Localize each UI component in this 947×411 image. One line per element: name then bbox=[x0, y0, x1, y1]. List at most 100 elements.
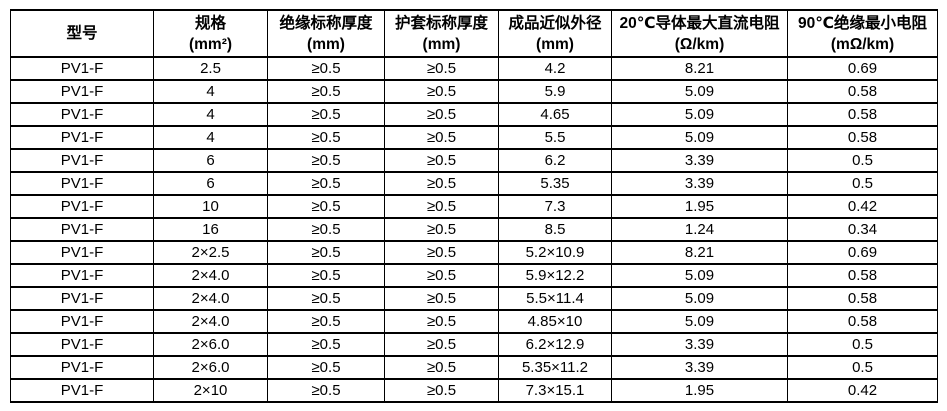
table-cell: ≥0.5 bbox=[384, 240, 499, 265]
table-cell: 16 bbox=[153, 217, 268, 242]
table-cell: ≥0.5 bbox=[384, 148, 499, 173]
table-cell: 5.35×11.2 bbox=[498, 355, 612, 380]
column-header-label: 规格 bbox=[194, 14, 226, 32]
table-row: PV1-F 2×6.0 ≥0.5 ≥0.5 5.35×11.2 3.39 0.5 bbox=[10, 355, 938, 380]
table-row: PV1-F 6 ≥0.5 ≥0.5 6.2 3.39 0.5 bbox=[10, 148, 938, 173]
table-cell: ≥0.5 bbox=[384, 79, 499, 104]
table-cell: 2×6.0 bbox=[153, 332, 268, 357]
table-cell: 7.3 bbox=[498, 194, 612, 219]
table-cell: ≥0.5 bbox=[267, 263, 385, 288]
table-cell: 4 bbox=[153, 125, 268, 150]
table-cell: ≥0.5 bbox=[384, 171, 499, 196]
table-cell: 4.65 bbox=[498, 102, 612, 127]
column-header-label: 成品近似外径 bbox=[508, 14, 602, 32]
table-row: PV1-F 6 ≥0.5 ≥0.5 5.35 3.39 0.5 bbox=[10, 171, 938, 196]
table-cell: ≥0.5 bbox=[384, 309, 499, 334]
column-header-sheath-thickness: 护套标称厚度 (mm) bbox=[384, 9, 499, 58]
table-cell: 3.39 bbox=[611, 332, 788, 357]
table-cell: 10 bbox=[153, 194, 268, 219]
column-header-unit: (mm) bbox=[422, 35, 461, 53]
column-header-dc-resistance: 20℃导体最大直流电阻 (Ω/km) bbox=[611, 9, 788, 58]
table-cell: 0.5 bbox=[787, 171, 938, 196]
table-cell: 5.9 bbox=[498, 79, 612, 104]
column-header-insulation-resistance: 90℃绝缘最小电阻 (mΩ/km) bbox=[787, 9, 938, 58]
table-cell: 8.21 bbox=[611, 56, 788, 81]
table-cell: ≥0.5 bbox=[267, 355, 385, 380]
table-cell: 0.34 bbox=[787, 217, 938, 242]
header-row: 型号 规格 (mm²) 绝缘标称厚度 (mm) 护套标称厚度 (mm) 成品近似… bbox=[10, 9, 938, 58]
table-cell: ≥0.5 bbox=[267, 171, 385, 196]
table-cell: 4 bbox=[153, 79, 268, 104]
table-cell: ≥0.5 bbox=[384, 355, 499, 380]
column-header-label: 型号 bbox=[66, 25, 98, 42]
table-cell: 2×4.0 bbox=[153, 263, 268, 288]
table-cell: 3.39 bbox=[611, 355, 788, 380]
table-cell: PV1-F bbox=[10, 148, 154, 173]
table-cell: 4 bbox=[153, 102, 268, 127]
column-header-outer-diameter: 成品近似外径 (mm) bbox=[498, 9, 612, 58]
table-cell: 5.5×11.4 bbox=[498, 286, 612, 311]
column-header-label: 护套标称厚度 bbox=[394, 14, 488, 32]
table-cell: PV1-F bbox=[10, 286, 154, 311]
column-header-unit: (Ω/km) bbox=[674, 35, 725, 53]
table-cell: ≥0.5 bbox=[267, 286, 385, 311]
table-cell: ≥0.5 bbox=[384, 102, 499, 127]
table-cell: 0.69 bbox=[787, 240, 938, 265]
table-cell: 6.2 bbox=[498, 148, 612, 173]
table-cell: 6 bbox=[153, 171, 268, 196]
table-cell: 5.09 bbox=[611, 125, 788, 150]
table-cell: PV1-F bbox=[10, 355, 154, 380]
column-header-label: 绝缘标称厚度 bbox=[279, 14, 373, 32]
table-cell: 4.85×10 bbox=[498, 309, 612, 334]
table-cell: 0.69 bbox=[787, 56, 938, 81]
table-header: 型号 规格 (mm²) 绝缘标称厚度 (mm) 护套标称厚度 (mm) 成品近似… bbox=[10, 9, 938, 58]
table-cell: 2×2.5 bbox=[153, 240, 268, 265]
table-cell: ≥0.5 bbox=[384, 217, 499, 242]
table-cell: 3.39 bbox=[611, 171, 788, 196]
column-header-label: 90℃绝缘最小电阻 bbox=[797, 14, 927, 32]
table-row: PV1-F 2.5 ≥0.5 ≥0.5 4.2 8.21 0.69 bbox=[10, 56, 938, 81]
table-cell: PV1-F bbox=[10, 332, 154, 357]
table-cell: 2×4.0 bbox=[153, 309, 268, 334]
table-cell: PV1-F bbox=[10, 194, 154, 219]
table-cell: 5.09 bbox=[611, 263, 788, 288]
table-row: PV1-F 2×6.0 ≥0.5 ≥0.5 6.2×12.9 3.39 0.5 bbox=[10, 332, 938, 357]
table-cell: ≥0.5 bbox=[267, 309, 385, 334]
table-cell: ≥0.5 bbox=[267, 102, 385, 127]
table-cell: PV1-F bbox=[10, 56, 154, 81]
column-header-unit: (mΩ/km) bbox=[830, 35, 895, 53]
column-header-unit: (mm) bbox=[536, 35, 574, 53]
table-cell: PV1-F bbox=[10, 102, 154, 127]
cable-spec-table: 型号 规格 (mm²) 绝缘标称厚度 (mm) 护套标称厚度 (mm) 成品近似… bbox=[10, 9, 938, 403]
table-cell: 0.58 bbox=[787, 309, 938, 334]
table-row: PV1-F 2×4.0 ≥0.5 ≥0.5 4.85×10 5.09 0.58 bbox=[10, 309, 938, 334]
table-cell: PV1-F bbox=[10, 171, 154, 196]
table-cell: 5.9×12.2 bbox=[498, 263, 612, 288]
table-cell: PV1-F bbox=[10, 309, 154, 334]
table-cell: PV1-F bbox=[10, 125, 154, 150]
table-row: PV1-F 10 ≥0.5 ≥0.5 7.3 1.95 0.42 bbox=[10, 194, 938, 219]
table-cell: 0.58 bbox=[787, 102, 938, 127]
table-row: PV1-F 2×4.0 ≥0.5 ≥0.5 5.9×12.2 5.09 0.58 bbox=[10, 263, 938, 288]
table-cell: 3.39 bbox=[611, 148, 788, 173]
table-cell: 5.09 bbox=[611, 79, 788, 104]
table-cell: 8.5 bbox=[498, 217, 612, 242]
column-header-unit: (mm²) bbox=[188, 35, 233, 53]
table-cell: 5.2×10.9 bbox=[498, 240, 612, 265]
table-cell: 2.5 bbox=[153, 56, 268, 81]
table-cell: 8.21 bbox=[611, 240, 788, 265]
table-cell: 0.5 bbox=[787, 148, 938, 173]
table-cell: 2×6.0 bbox=[153, 355, 268, 380]
table-cell: 0.58 bbox=[787, 286, 938, 311]
table-cell: PV1-F bbox=[10, 263, 154, 288]
table-cell: 5.35 bbox=[498, 171, 612, 196]
table-cell: ≥0.5 bbox=[384, 332, 499, 357]
table-cell: ≥0.5 bbox=[384, 125, 499, 150]
table-cell: 0.58 bbox=[787, 79, 938, 104]
table-row: PV1-F 4 ≥0.5 ≥0.5 5.5 5.09 0.58 bbox=[10, 125, 938, 150]
table-cell: 5.09 bbox=[611, 286, 788, 311]
table-cell: 1.95 bbox=[611, 378, 788, 403]
table-row: PV1-F 4 ≥0.5 ≥0.5 5.9 5.09 0.58 bbox=[10, 79, 938, 104]
table-cell: ≥0.5 bbox=[384, 263, 499, 288]
